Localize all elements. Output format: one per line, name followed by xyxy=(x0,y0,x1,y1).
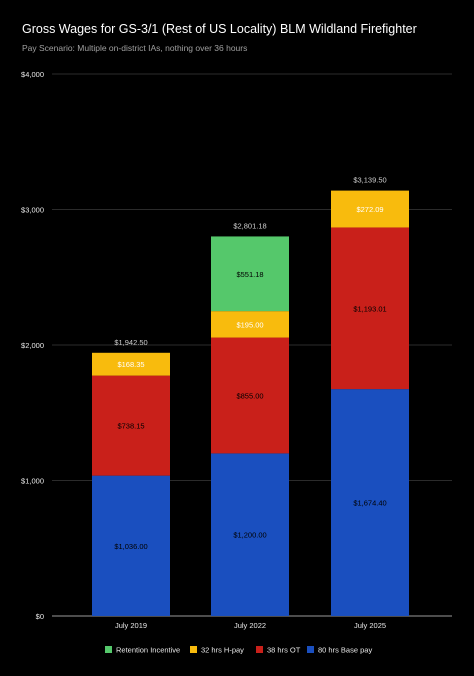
data-label: $1,193.01 xyxy=(353,304,386,313)
chart-title: Gross Wages for GS-3/1 (Rest of US Local… xyxy=(22,22,417,36)
y-tick-label: $1,000 xyxy=(21,477,44,486)
bar-segment xyxy=(211,236,289,312)
legend-swatch xyxy=(307,646,314,653)
bar-segment xyxy=(211,337,289,454)
total-label: $2,801.18 xyxy=(233,221,266,230)
data-label: $1,200.00 xyxy=(233,531,266,540)
data-label: $1,674.40 xyxy=(353,499,386,508)
bar-segment xyxy=(331,389,409,616)
bar-segment xyxy=(92,475,170,616)
y-tick-label: $2,000 xyxy=(21,341,44,350)
legend-label: 80 hrs Base pay xyxy=(318,646,372,655)
legend-label: 32 hrs H-pay xyxy=(201,646,244,655)
total-label: $3,139.50 xyxy=(353,176,386,185)
data-label: $195.00 xyxy=(236,320,263,329)
x-tick-label: July 2025 xyxy=(354,621,386,630)
bar-segment xyxy=(92,352,170,376)
bar-segment xyxy=(211,453,289,616)
legend-swatch xyxy=(256,646,263,653)
chart-subtitle: Pay Scenario: Multiple on-district IAs, … xyxy=(22,43,248,53)
y-tick-label: $0 xyxy=(36,612,44,621)
data-label: $272.09 xyxy=(356,205,383,214)
legend-swatch xyxy=(190,646,197,653)
x-tick-label: July 2022 xyxy=(234,621,266,630)
data-label: $855.00 xyxy=(236,391,263,400)
bar-segment xyxy=(92,375,170,476)
total-label: $1,942.50 xyxy=(114,338,147,347)
y-tick-label: $4,000 xyxy=(21,70,44,79)
data-label: $1,036.00 xyxy=(114,542,147,551)
legend-label: 38 hrs OT xyxy=(267,646,301,655)
data-label: $738.15 xyxy=(117,422,144,431)
y-tick-label: $3,000 xyxy=(21,206,44,215)
legend-label: Retention Incentive xyxy=(116,646,180,655)
x-tick-label: July 2019 xyxy=(115,621,147,630)
data-label: $168.35 xyxy=(117,360,144,369)
legend-swatch xyxy=(105,646,112,653)
bar-segment xyxy=(331,227,409,390)
bar-segment xyxy=(211,311,289,338)
bar-segment xyxy=(331,190,409,228)
data-label: $551.18 xyxy=(236,270,263,279)
